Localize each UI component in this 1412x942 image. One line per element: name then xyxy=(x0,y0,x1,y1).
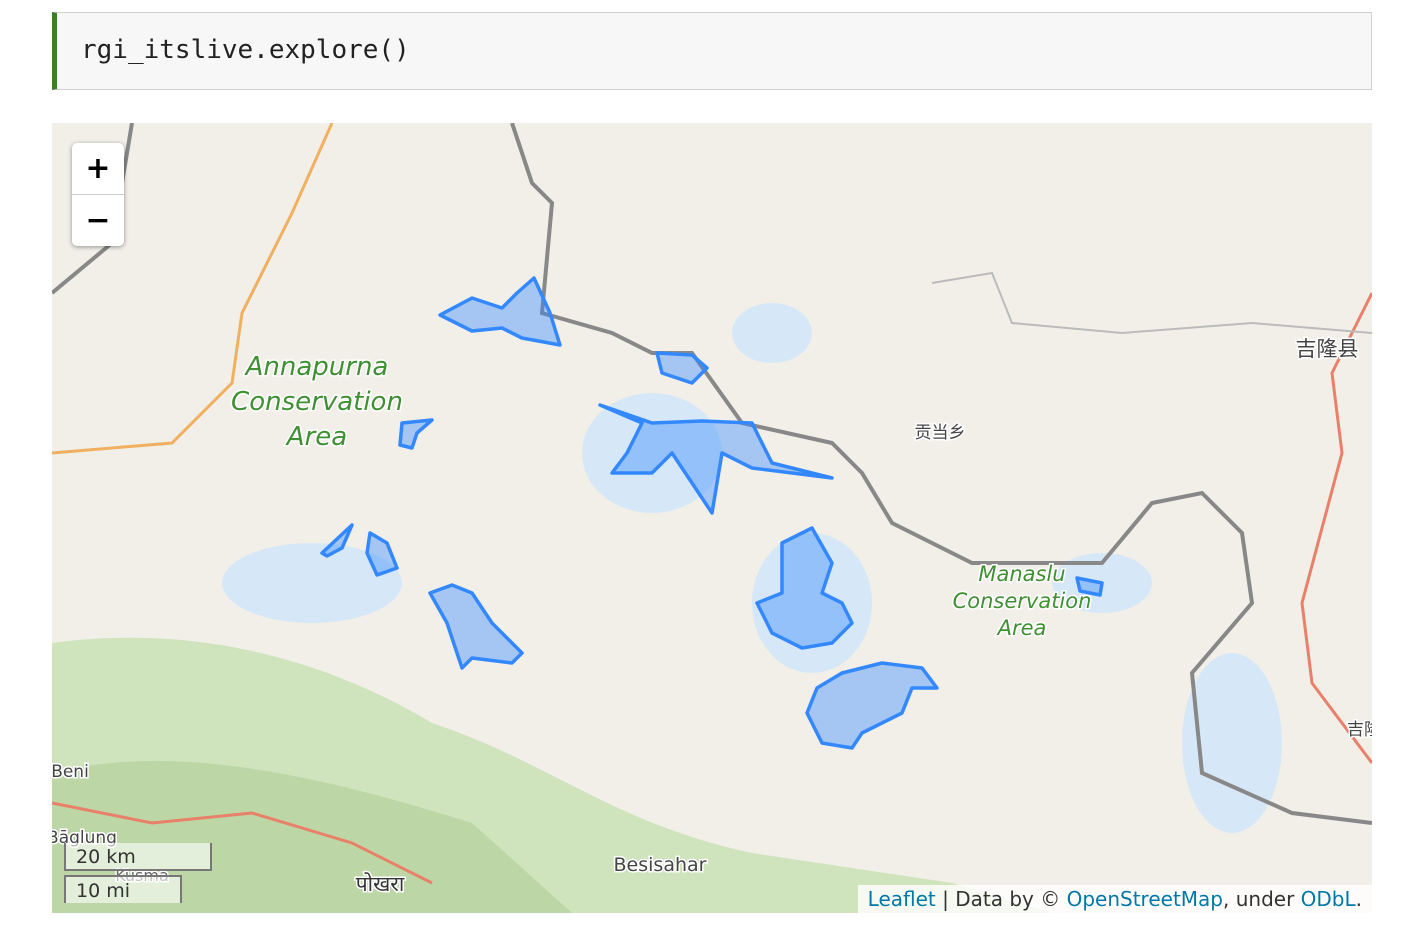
road xyxy=(1300,292,1372,764)
zoom-out[interactable]: − xyxy=(85,203,111,238)
map-label: पोखरा xyxy=(356,872,405,896)
map[interactable]: Annapurna Conservation Area Manaslu Conserva… xyxy=(52,123,1372,913)
zoom-in[interactable]: + xyxy=(72,143,124,195)
road xyxy=(931,271,1372,335)
map-label: 贡当乡 xyxy=(915,423,966,443)
link[interactable]: Leaflet xyxy=(867,887,936,911)
scale-imperial: 10 mi xyxy=(64,875,182,903)
link[interactable]: OpenStreetMap xyxy=(1066,887,1223,911)
code: rgi_itslive.explore() xyxy=(81,35,410,65)
scale-metric: 20 km xyxy=(64,843,212,871)
attribution: Leaflet | Data by © OpenStreetMap, under… xyxy=(857,885,1372,913)
text: . xyxy=(1355,887,1362,911)
map-label: Conservation xyxy=(231,387,403,417)
map-label: Area xyxy=(285,422,347,452)
map-label: Manaslu xyxy=(978,562,1065,586)
text: , under xyxy=(1223,887,1295,911)
link[interactable]: ODbL xyxy=(1300,887,1356,911)
border xyxy=(510,123,1372,825)
text: | Data by © xyxy=(942,887,1061,911)
map-label: 吉隆镇 xyxy=(1347,720,1372,740)
road xyxy=(52,801,433,885)
glaciers xyxy=(320,276,1104,750)
code-cell: rgi_itslive.explore() xyxy=(52,12,1372,90)
map-label: Area xyxy=(996,616,1047,640)
forest xyxy=(52,761,572,913)
map-label: Annapurna xyxy=(244,352,389,382)
road xyxy=(52,123,334,455)
map-tiles: Annapurna Conservation Area Manaslu Conserva… xyxy=(52,123,1372,913)
map-label: Conservation xyxy=(953,589,1092,613)
map-label: Besisahar xyxy=(614,854,707,876)
zoom-control: + − xyxy=(72,143,124,246)
map-label: 吉隆县 xyxy=(1296,337,1359,361)
map-label: Beni xyxy=(52,762,89,782)
